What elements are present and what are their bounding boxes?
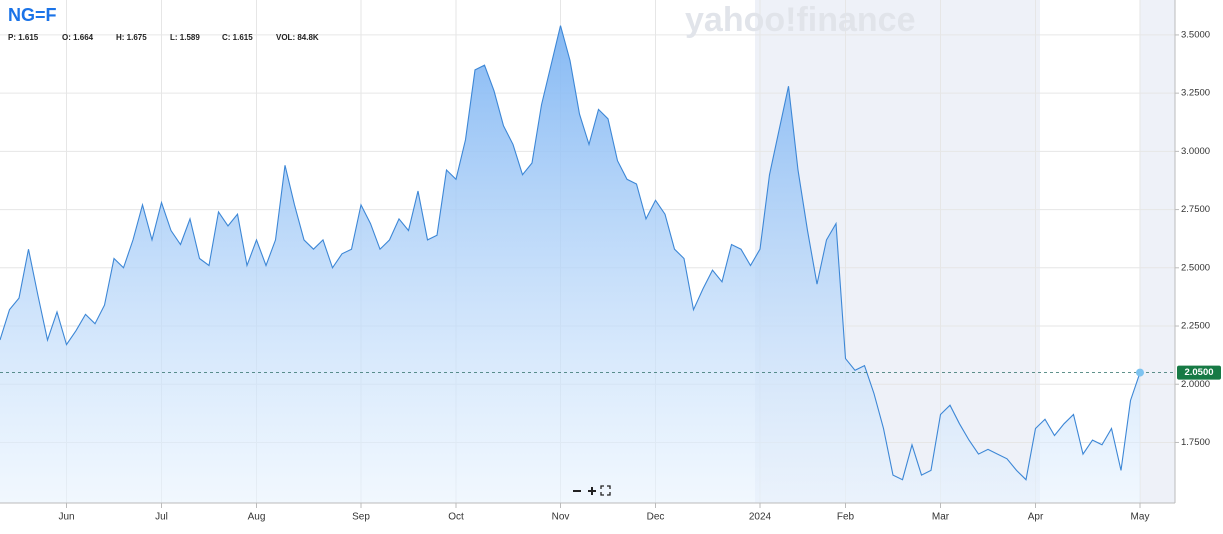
y-tick-label: 3.2500 [1181,88,1210,99]
y-tick-label: 1.7500 [1181,437,1210,448]
zoom-in[interactable] [588,487,596,495]
x-tick-label: Aug [248,512,266,523]
x-tick-label: Apr [1028,512,1044,523]
y-tick-label: 2.0000 [1181,379,1210,390]
x-tick-label: May [1131,512,1150,523]
zoom-controls [573,485,611,496]
x-tick-label: Oct [448,512,464,523]
x-tick-label: Jul [155,512,168,523]
y-tick-label: 2.2500 [1181,321,1210,332]
x-tick-label: Jun [58,512,74,523]
x-tick-label: Mar [932,512,950,523]
line [0,25,1141,481]
stat: H: 1.675 [116,33,147,42]
y-tick-label: 3.0000 [1181,146,1210,157]
x-tick-label: Dec [647,512,665,523]
area [0,25,1140,503]
y-tick-label: 2.5000 [1181,262,1210,273]
last-point [1136,368,1144,377]
x-tick-label: Feb [837,512,855,523]
session-shade [1140,0,1175,503]
x-tick-label: 2024 [749,512,772,523]
stat: L: 1.589 [170,33,200,42]
x-tick-label: Nov [552,512,570,523]
x-tick-label: Sep [352,512,370,523]
last-price-label: 2.0500 [1184,367,1213,378]
plot [0,25,1175,503]
y-tick-label: 2.7500 [1181,204,1210,215]
watermark: yahoo!finance [685,1,915,39]
y-tick-label: 3.5000 [1181,29,1210,40]
last-price-badge [1177,365,1221,380]
stat: C: 1.615 [222,33,253,42]
chart-title: NG=F [8,5,57,25]
fullscreen[interactable] [600,485,611,496]
stat: P: 1.615 [8,33,39,42]
stat: O: 1.664 [62,33,94,42]
stat: VOL: 84.8K [276,33,319,42]
